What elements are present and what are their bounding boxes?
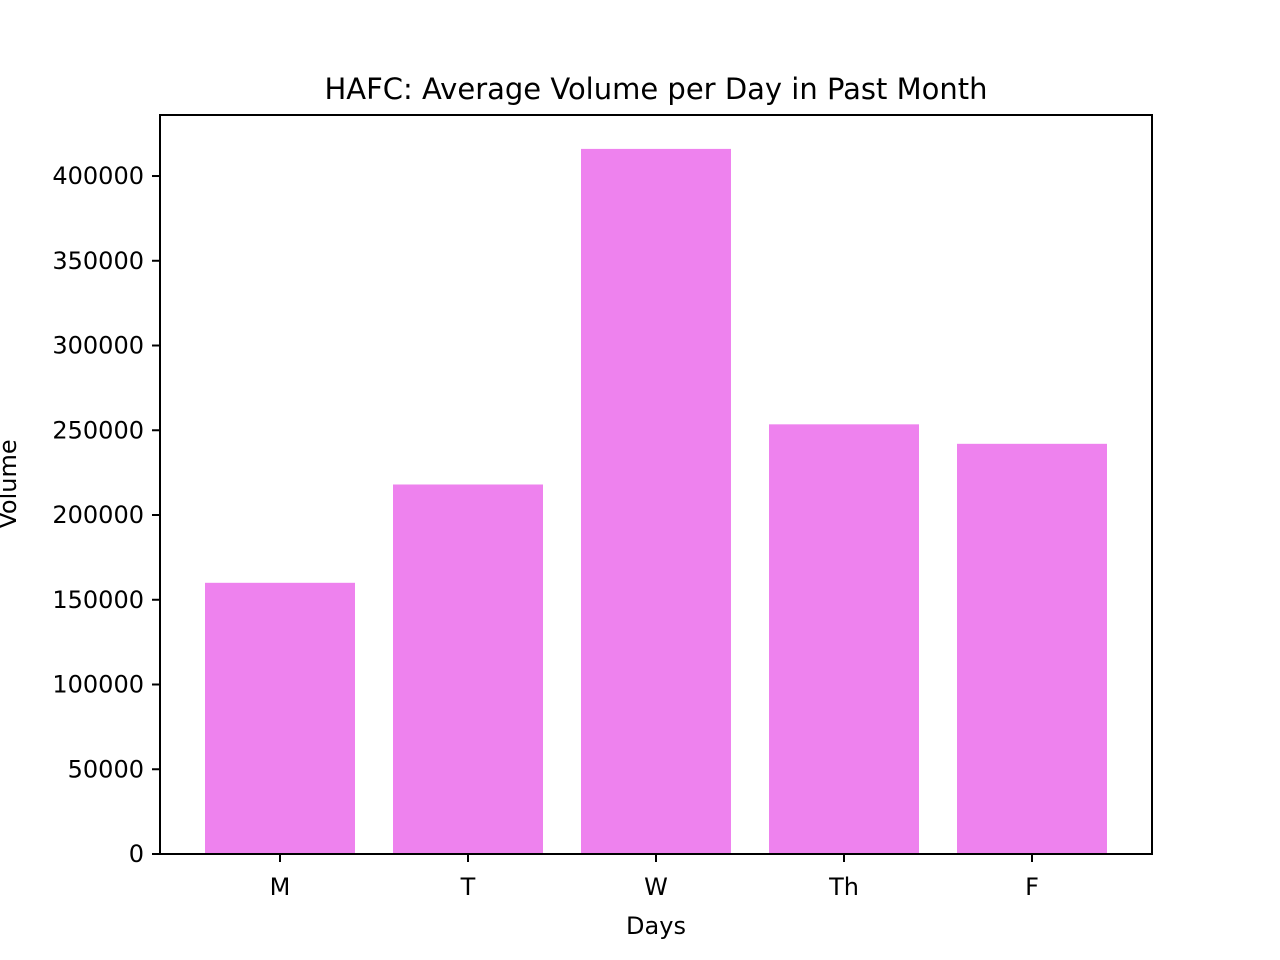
- y-tick-label: 250000: [52, 416, 144, 444]
- bar-th: [769, 424, 919, 854]
- bar-f: [957, 443, 1107, 854]
- y-tick-label: 350000: [52, 247, 144, 275]
- y-tick-label: 400000: [52, 162, 144, 190]
- y-tick-label: 100000: [52, 671, 144, 699]
- bars: [205, 148, 1107, 855]
- chart-title: HAFC: Average Volume per Day in Past Mon…: [324, 72, 987, 106]
- y-tick-label: 150000: [52, 586, 144, 614]
- x-axis-title: Days: [626, 912, 686, 940]
- x-axis: M T W Th F: [270, 854, 1039, 901]
- y-tick-label: 200000: [52, 501, 144, 529]
- y-axis: 0 50000 100000 150000 200000 250000 300000 3500…: [52, 162, 160, 868]
- x-tick-label: F: [1025, 873, 1039, 901]
- x-tick-label: Th: [828, 873, 859, 901]
- bar-t: [393, 484, 543, 854]
- y-tick-label: 50000: [68, 755, 144, 783]
- bar-w: [581, 148, 731, 855]
- y-axis-title: Volume: [0, 439, 22, 528]
- x-tick-label: T: [460, 873, 476, 901]
- y-tick-label: 0: [129, 840, 144, 868]
- x-tick-label: M: [270, 873, 291, 901]
- plot-frame: [159, 114, 1153, 855]
- x-tick-label: W: [644, 873, 668, 901]
- y-tick-label: 300000: [52, 332, 144, 360]
- bar-m: [205, 582, 355, 854]
